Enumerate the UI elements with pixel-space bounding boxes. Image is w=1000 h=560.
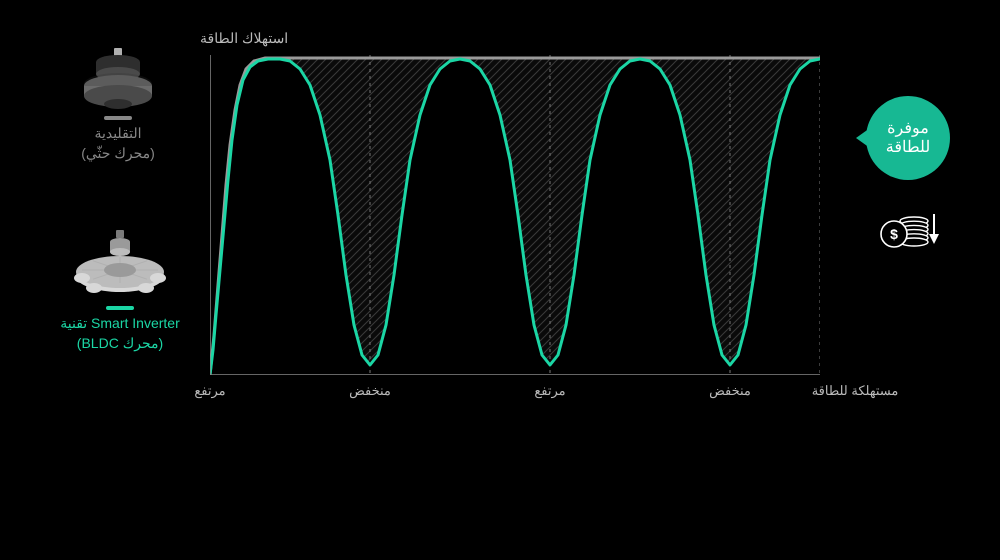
x-tick-label: منخفض: [709, 383, 751, 399]
legend-conventional: التقليدية (محرك حثّي): [48, 48, 188, 163]
x-tick-label: مرتفع: [534, 383, 565, 399]
money-savings-icon: $: [878, 200, 942, 250]
conventional-motor-icon: [78, 48, 158, 110]
legend-inverter-subtitle: (BLDC محرك): [30, 334, 210, 354]
svg-text:$: $: [890, 226, 898, 242]
stage: استهلاك الطاقة مرتفع منخفض مرتفع منخفض مستهل…: [0, 0, 1000, 560]
badge-line2: للطاقة: [886, 139, 930, 156]
legend-inverter-title: تقنية Smart Inverter: [30, 314, 210, 334]
legend-conventional-subtitle: (محرك حثّي): [48, 144, 188, 164]
legend-bar-conventional: [104, 116, 132, 120]
x-tick-label: منخفض: [349, 383, 391, 399]
x-tick-label: مستهلكة للطاقة: [812, 383, 899, 399]
x-tick-label: مرتفع: [194, 383, 225, 399]
badge-tail: [856, 128, 870, 148]
legend-inverter: تقنية Smart Inverter (BLDC محرك): [30, 230, 210, 353]
badge-text: موفرة للطاقة: [886, 119, 930, 157]
energy-chart: [210, 55, 820, 375]
inverter-motor-icon: [72, 230, 168, 300]
legend-conventional-title: التقليدية: [48, 124, 188, 144]
badge-line1: موفرة: [887, 120, 929, 137]
legend-bar-inverter: [106, 306, 134, 310]
energy-saving-badge: موفرة للطاقة: [866, 96, 950, 180]
chart-title: استهلاك الطاقة: [200, 30, 288, 47]
